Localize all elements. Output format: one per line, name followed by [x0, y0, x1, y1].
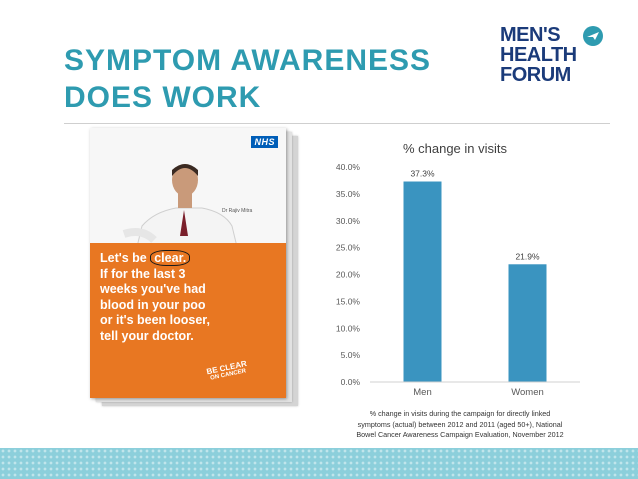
caption-line-3: Bowel Cancer Awareness Campaign Evaluati… — [356, 430, 564, 439]
nhs-logo: NHS — [251, 136, 278, 148]
poster-headline-line-2: If for the last 3 — [100, 266, 186, 281]
poster-headline-line-4: blood in your poo — [100, 297, 206, 312]
slide-title-line-2: DOES WORK — [64, 81, 262, 114]
poster-front: NHS Dr Rajiv Mitra Let's be clear. If fo… — [90, 128, 286, 398]
chart-caption: % change in visits during the campaign f… — [330, 409, 590, 441]
y-tick-label: 30.0% — [336, 216, 361, 226]
campaign-poster: NHS Dr Rajiv Mitra Let's be clear. If fo… — [90, 128, 302, 406]
x-axis: Men Women — [370, 381, 580, 398]
poster-headline-line-6: tell your doctor. — [100, 328, 194, 343]
x-tick-label-men: Men — [413, 387, 431, 398]
poster-message-panel: Let's be clear. If for the last 3 weeks … — [90, 243, 286, 398]
logo-line-1: MEN'S — [500, 24, 561, 46]
poster-headline-line-1: Let's be clear. — [100, 250, 210, 267]
poster-headline-lets-be: Let's be — [100, 251, 147, 265]
title-divider — [64, 123, 610, 124]
poster-headline-line-5: or it's been looser, — [100, 313, 210, 327]
y-tick-label: 0.0% — [341, 377, 361, 387]
bar-chart: % change in visits 0.0% 5.0% 10.0% 15.0% 20.… — [336, 141, 580, 398]
bird-logo-icon — [583, 26, 603, 46]
logo-wordmark: MEN'S HEALTH FORUM — [500, 25, 577, 85]
chart-title: % change in visits — [403, 141, 508, 156]
logo-line-3: FORUM — [500, 64, 571, 86]
poster-headline-clear-word: clear. — [150, 250, 191, 266]
poster-headline-line-3: weeks you've had — [100, 282, 206, 296]
y-axis: 0.0% 5.0% 10.0% 15.0% 20.0% 25.0% 30.0% 35.0% 40… — [336, 162, 361, 387]
logo-line-2: HEALTH — [500, 44, 577, 66]
slide-title-line-1: SYMPTOM AWARENESS — [64, 44, 432, 77]
be-clear-on-cancer-badge: BE CLEAR ON CANCER — [196, 357, 259, 391]
data-label-men: 37.3% — [410, 169, 435, 179]
caption-line-2: symptoms (actual) between 2012 and 2011 … — [357, 419, 563, 429]
y-tick-label: 25.0% — [336, 243, 361, 253]
y-tick-label: 10.0% — [336, 323, 361, 333]
doctor-photo — [122, 164, 239, 251]
doctor-name-label: Dr Rajiv Mitra — [222, 208, 253, 214]
caption-line-1: % change in visits during the campaign f… — [369, 409, 551, 418]
footer-band — [0, 448, 638, 479]
bar-women — [508, 264, 547, 382]
y-tick-label: 15.0% — [336, 296, 361, 306]
y-tick-label: 20.0% — [336, 270, 361, 280]
slide-title: SYMPTOM AWARENESS DOES WORK — [64, 42, 464, 116]
bar-men — [403, 181, 442, 382]
poster-headline: Let's be clear. If for the last 3 weeks … — [100, 250, 210, 344]
y-tick-label: 5.0% — [341, 350, 361, 360]
mens-health-forum-logo: MEN'S HEALTH FORUM — [500, 25, 610, 95]
bars: 37.3% 21.9% — [403, 169, 547, 382]
y-tick-label: 35.0% — [336, 189, 361, 199]
data-label-women: 21.9% — [515, 251, 540, 261]
y-tick-label: 40.0% — [336, 162, 361, 172]
x-tick-label-women: Women — [511, 387, 544, 398]
